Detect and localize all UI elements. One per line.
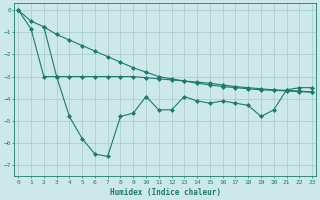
X-axis label: Humidex (Indice chaleur): Humidex (Indice chaleur)	[110, 188, 221, 197]
